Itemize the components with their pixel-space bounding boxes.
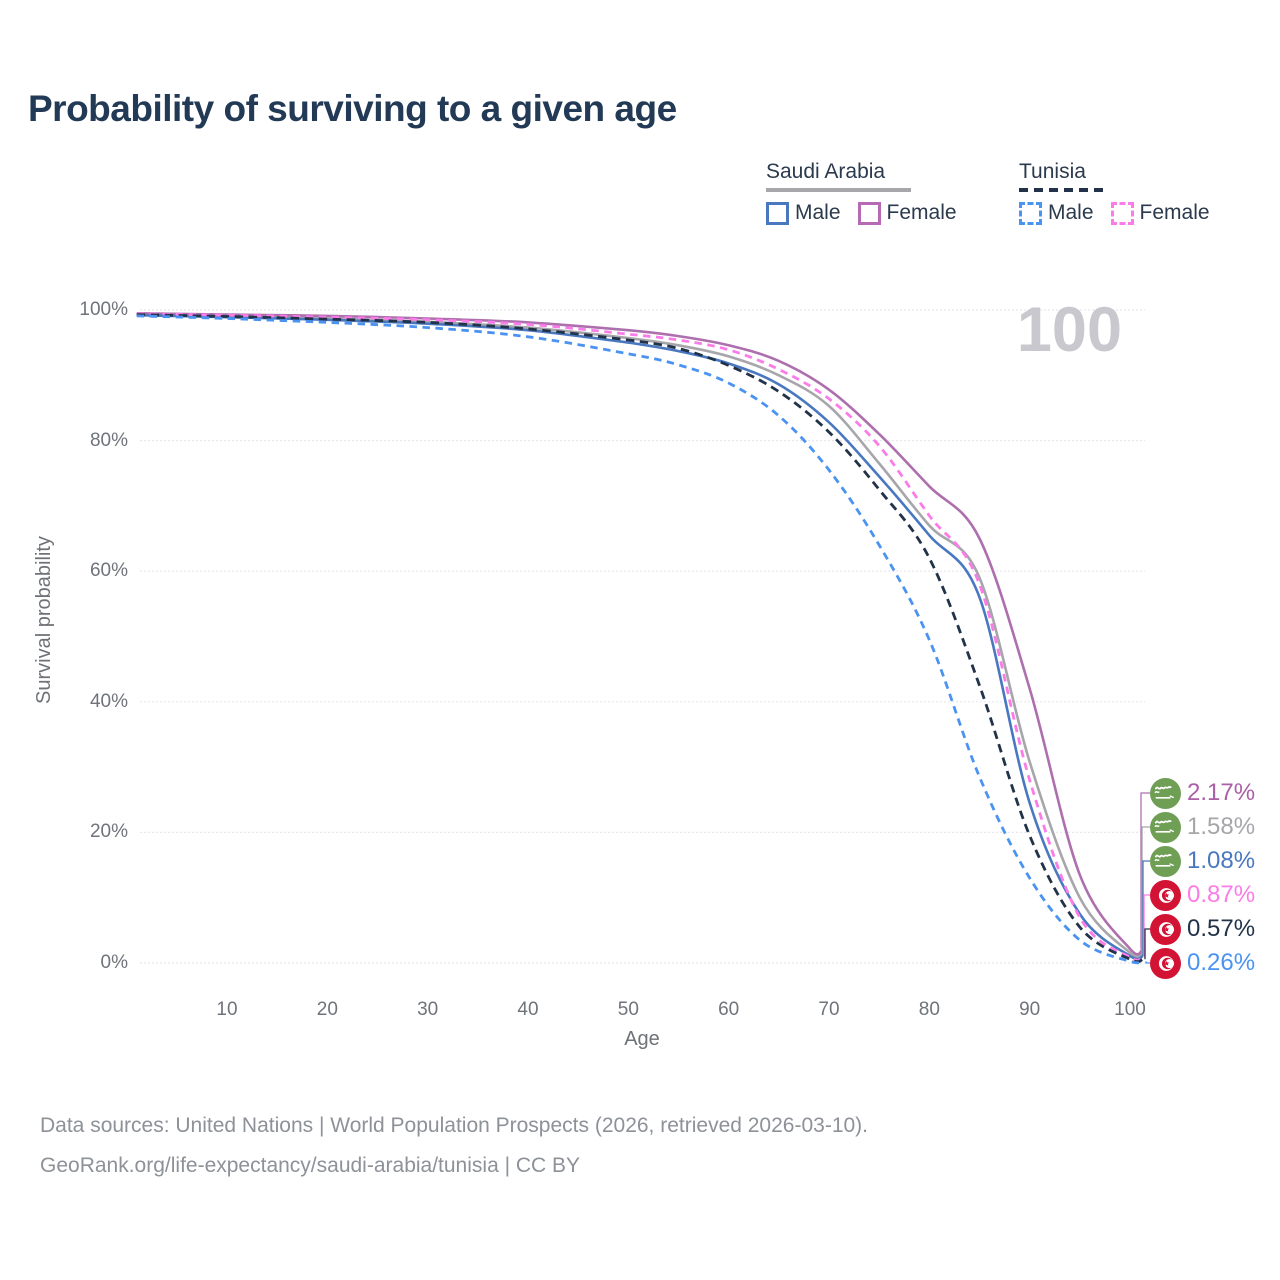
x-tick-label-70: 70 <box>818 999 840 1020</box>
leader-line-tunisia-male <box>1145 961 1150 964</box>
y-tick-label-40: 40% <box>89 690 128 712</box>
line-tunisia-female <box>136 312 1144 962</box>
legend-item-tunisia-female[interactable]: Female <box>1110 201 1210 225</box>
x-tick-label-10: 10 <box>216 999 238 1020</box>
x-tick-label-100: 100 <box>1114 999 1146 1020</box>
saudi-arabia-flag-badge <box>1150 811 1181 843</box>
y-tick-label-0: 0% <box>100 952 128 973</box>
footer-url-line: GeoRank.org/life-expectancy/saudi-arabia… <box>40 1154 581 1177</box>
line-tunisia-male <box>136 314 1144 965</box>
line-saudi-arabia-male <box>136 313 1144 961</box>
end-label-tunisia-total: 0.57% <box>1150 913 1256 945</box>
legend-group-saudi-arabia: Saudi Arabia Male Female <box>766 160 957 225</box>
saudi-arabia-flag-icon <box>1150 777 1181 809</box>
y-tick-label-80: 80% <box>89 429 128 451</box>
end-label-saudi-arabia-total: 1.58% <box>1150 811 1256 843</box>
leader-line-tunisia-female <box>1143 894 1150 958</box>
x-tick-label-60: 60 <box>718 999 740 1020</box>
x-axis-title: Age <box>624 1028 660 1050</box>
tunisia-flag-badge <box>1150 879 1181 911</box>
page-title: Probability of surviving to a given age <box>28 88 677 129</box>
leader-line-saudi-arabia-total <box>1141 826 1150 953</box>
legend-item-label: Male <box>795 201 841 224</box>
y-tick-label-20: 20% <box>89 821 128 843</box>
y-tick-label-60: 60% <box>89 560 128 582</box>
end-label-value: 2.17% <box>1187 779 1256 806</box>
x-tick-label-20: 20 <box>316 999 338 1020</box>
x-tick-label-90: 90 <box>1019 999 1041 1020</box>
line-saudi-arabia-female <box>136 312 1144 956</box>
saudi-arabia-flag-icon <box>1150 845 1181 877</box>
legend-country-name: Tunisia <box>1019 160 1086 183</box>
legend: Saudi Arabia Male Female Tunisia Male Female <box>0 160 1280 250</box>
legend-item-label: Female <box>1139 201 1210 224</box>
legend-item-label: Female <box>886 201 957 224</box>
tunisia-flag-badge <box>1150 913 1181 945</box>
end-label-tunisia-female: 0.87% <box>1150 879 1256 911</box>
end-label-saudi-arabia-female: 2.17% <box>1150 777 1256 809</box>
leader-line-saudi-arabia-female <box>1140 792 1150 949</box>
leader-line-saudi-arabia-male <box>1142 860 1150 956</box>
legend-swatch-icon <box>857 201 881 225</box>
legend-swatch-icon <box>766 201 789 225</box>
end-label-value: 0.87% <box>1187 881 1256 908</box>
legend-country-name: Saudi Arabia <box>766 160 886 183</box>
watermark-max-age: 100 <box>1016 295 1122 365</box>
x-tick-label-80: 80 <box>918 999 940 1020</box>
line-tunisia-total <box>136 313 1144 964</box>
legend-swatch-icon <box>1019 201 1042 225</box>
saudi-arabia-flag-badge <box>1150 845 1181 877</box>
saudi-arabia-flag-icon <box>1150 811 1181 843</box>
footer: Data sources: United Nations | World Pop… <box>40 1106 868 1186</box>
footer-source-line: Data sources: United Nations | World Pop… <box>40 1114 869 1137</box>
legend-group-tunisia: Tunisia Male Female <box>1019 160 1210 225</box>
leader-line-tunisia-total <box>1144 928 1150 960</box>
end-label-value: 1.58% <box>1187 813 1256 840</box>
end-label-saudi-arabia-male: 1.08% <box>1150 845 1256 877</box>
tunisia-flag-badge <box>1150 947 1181 979</box>
legend-item-tunisia-male[interactable]: Male <box>1019 201 1094 225</box>
end-label-value: 0.26% <box>1187 949 1256 976</box>
tunisia-flag-icon <box>1150 947 1181 979</box>
saudi-arabia-flag-badge <box>1150 777 1181 809</box>
legend-country-linestyle <box>1019 188 1103 192</box>
tunisia-flag-icon <box>1150 879 1181 911</box>
end-label-value: 1.08% <box>1187 847 1256 874</box>
legend-item-label: Male <box>1048 201 1094 224</box>
legend-item-saudi-arabia-male[interactable]: Male <box>766 201 841 225</box>
tunisia-flag-icon <box>1150 913 1181 945</box>
x-tick-label-50: 50 <box>617 999 639 1020</box>
legend-country-linestyle <box>766 188 911 192</box>
end-label-value: 0.57% <box>1187 915 1256 942</box>
x-tick-label-30: 30 <box>417 999 439 1020</box>
legend-swatch-icon <box>1110 201 1134 225</box>
legend-item-saudi-arabia-female[interactable]: Female <box>857 201 957 225</box>
end-label-tunisia-male: 0.26% <box>1150 947 1256 979</box>
y-tick-label-100: 100% <box>79 299 128 320</box>
x-tick-label-40: 40 <box>517 999 539 1020</box>
